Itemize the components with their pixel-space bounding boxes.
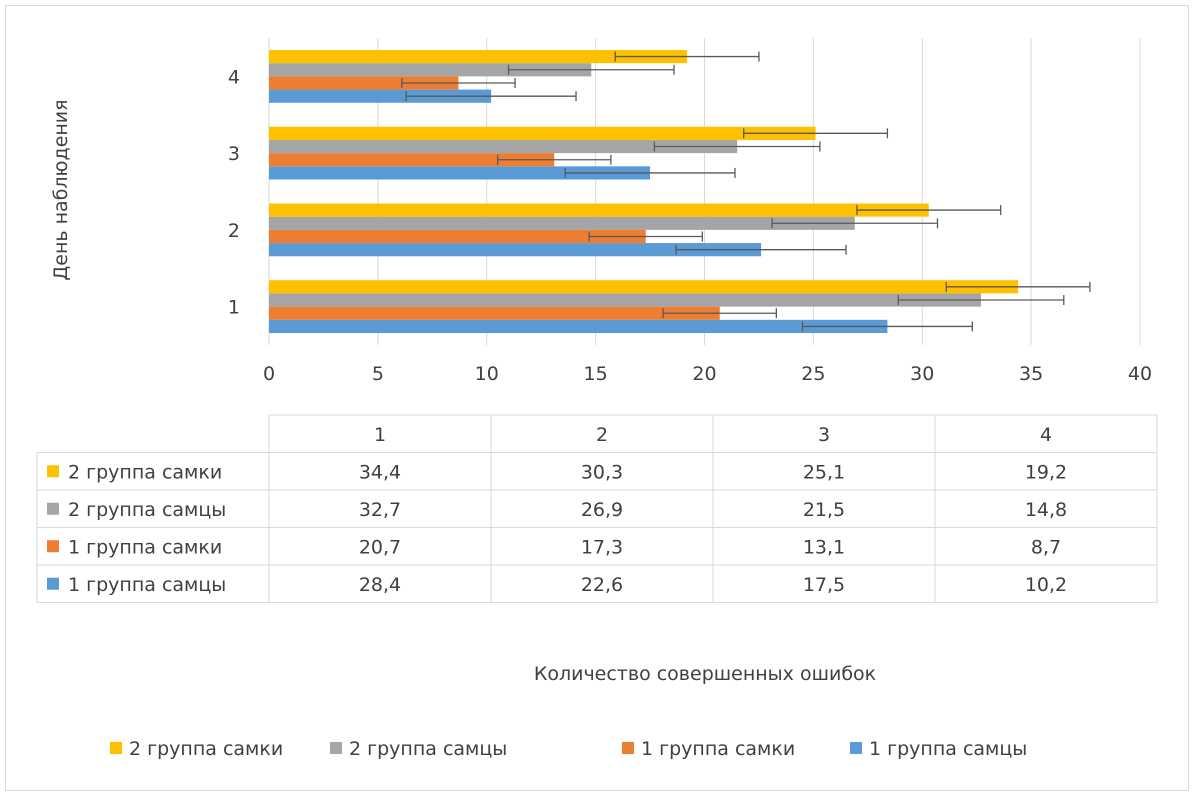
x-tick-label: 25 (801, 363, 825, 385)
bar (269, 229, 646, 244)
bar (269, 203, 929, 217)
table-cell: 22,6 (581, 574, 623, 596)
y-tick-label: 2 (228, 220, 240, 242)
table-row-label: 1 группа самки (68, 536, 222, 558)
bar (269, 280, 1019, 294)
bar (269, 216, 855, 230)
bar (269, 63, 592, 77)
x-tick-label: 35 (1019, 363, 1043, 385)
x-tick-label: 0 (263, 363, 275, 385)
table-cell: 34,4 (359, 461, 401, 483)
x-tick-label: 10 (475, 363, 499, 385)
legend-label: 1 группа самцы (869, 738, 1027, 760)
bar (269, 243, 762, 257)
legend-label: 2 группа самцы (349, 738, 507, 760)
bar (269, 153, 555, 167)
legend-label: 1 группа самки (641, 738, 795, 760)
table-cell: 28,4 (359, 574, 401, 596)
y-tick-label: 3 (228, 143, 240, 165)
table-row-label: 1 группа самцы (68, 574, 226, 596)
bar (269, 49, 688, 64)
bar (269, 126, 816, 140)
chart-frame (5, 5, 1189, 791)
bar (269, 89, 492, 103)
table-cell: 8,7 (1031, 536, 1061, 558)
table-row-label: 2 группа самцы (68, 499, 226, 521)
x-tick-label: 20 (692, 363, 716, 385)
table-header-cell: 4 (1040, 424, 1052, 446)
table-cell: 26,9 (581, 499, 623, 521)
table-legend-key (47, 502, 59, 515)
x-tick-label: 5 (372, 363, 384, 385)
table-cell: 10,2 (1025, 574, 1067, 596)
bar (269, 166, 651, 180)
table-cell: 13,1 (803, 536, 845, 558)
bar (269, 76, 459, 90)
table-cell: 30,3 (581, 461, 623, 483)
x-tick-label: 40 (1128, 363, 1152, 385)
table-cell: 14,8 (1025, 499, 1067, 521)
table-legend-key (47, 577, 59, 590)
x-tick-label: 15 (584, 363, 608, 385)
table-cell: 19,2 (1025, 461, 1067, 483)
table-cell: 32,7 (359, 499, 401, 521)
table-cell: 17,3 (581, 536, 623, 558)
legend-key (622, 742, 634, 754)
legend-key (330, 742, 342, 754)
legend-label: 2 группа самки (129, 738, 283, 760)
legend-key (110, 742, 122, 754)
y-tick-label: 1 (228, 297, 240, 319)
x-axis-title: Количество совершенных ошибок (534, 663, 876, 685)
table-header-cell: 1 (374, 424, 386, 446)
table-cell: 20,7 (359, 536, 401, 558)
table-cell: 17,5 (803, 574, 845, 596)
table-header-cell: 3 (818, 424, 830, 446)
x-tick-label: 30 (910, 363, 934, 385)
bar (269, 293, 982, 307)
table-header-cell: 2 (596, 424, 608, 446)
bar (269, 139, 738, 154)
y-tick-label: 4 (228, 66, 240, 88)
table-legend-key (47, 465, 59, 478)
bar (269, 319, 888, 334)
table-cell: 25,1 (803, 461, 845, 483)
table-legend-key (47, 540, 59, 553)
bar (269, 306, 720, 320)
y-axis-title: День наблюдения (50, 99, 72, 280)
table-row-label: 2 группа самки (68, 461, 222, 483)
table-cell: 21,5 (803, 499, 845, 521)
legend-key (850, 742, 862, 754)
